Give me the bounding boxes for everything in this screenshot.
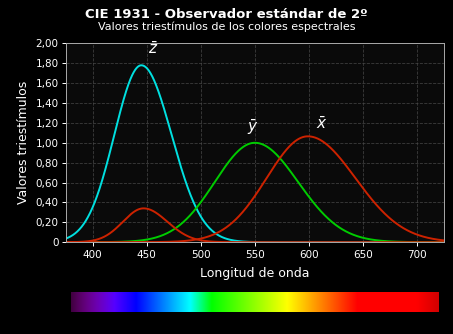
Y-axis label: Valores triestímulos: Valores triestímulos	[17, 81, 30, 204]
Text: Valores triestímulos de los colores espectrales: Valores triestímulos de los colores espe…	[98, 22, 355, 32]
Text: $\bar{z}$: $\bar{z}$	[148, 41, 159, 57]
Text: $\bar{y}$: $\bar{y}$	[247, 118, 259, 137]
Text: CIE 1931 - Observador estándar de 2º: CIE 1931 - Observador estándar de 2º	[85, 8, 368, 21]
Text: $\bar{x}$: $\bar{x}$	[316, 116, 328, 132]
X-axis label: Longitud de onda: Longitud de onda	[200, 268, 309, 281]
